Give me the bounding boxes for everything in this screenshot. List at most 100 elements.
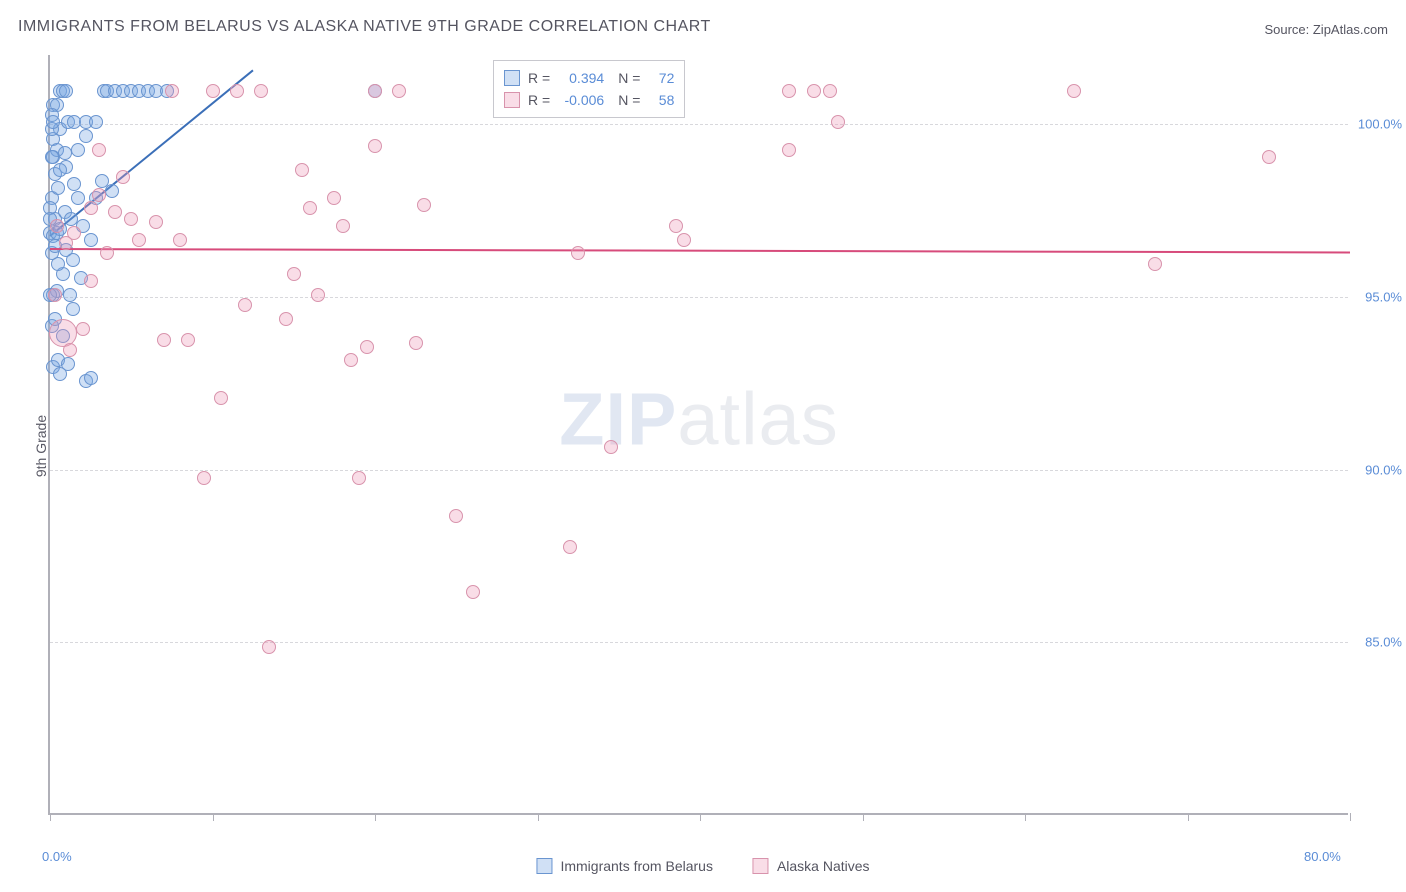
correlation-stats-box: R =0.394N =72R =-0.006N =58 [493,60,685,118]
data-point [1148,257,1162,271]
data-point [84,233,98,247]
data-point [392,84,406,98]
data-point [157,333,171,347]
data-point [262,640,276,654]
bottom-legend: Immigrants from Belarus Alaska Natives [536,858,869,874]
data-point [51,181,65,195]
data-point [206,84,220,98]
data-point [214,391,228,405]
x-tick [1188,813,1189,821]
stats-row: R =-0.006N =58 [504,89,674,111]
n-label: N = [618,89,640,111]
data-point [45,150,59,164]
data-point [105,184,119,198]
data-point [782,143,796,157]
x-tick [213,813,214,821]
x-tick [700,813,701,821]
x-tick [50,813,51,821]
data-point [677,233,691,247]
grid-line [50,470,1348,471]
data-point [311,288,325,302]
data-point [46,115,60,129]
data-point [67,226,81,240]
x-tick [538,813,539,821]
y-tick-label: 100.0% [1352,117,1402,132]
data-point [59,84,73,98]
data-point [181,333,195,347]
x-tick [1350,813,1351,821]
data-point [409,336,423,350]
data-point [84,274,98,288]
data-point [831,115,845,129]
n-label: N = [618,67,640,89]
data-point [1067,84,1081,98]
data-point [303,201,317,215]
data-point [92,143,106,157]
data-point [79,129,93,143]
data-point [100,246,114,260]
grid-line [50,642,1348,643]
data-point [823,84,837,98]
data-point [76,322,90,336]
data-point [51,257,65,271]
data-point [84,201,98,215]
legend-swatch [536,858,552,874]
data-point [108,205,122,219]
data-point [352,471,366,485]
chart-title: IMMIGRANTS FROM BELARUS VS ALASKA NATIVE… [18,18,711,36]
data-point [336,219,350,233]
data-point [279,312,293,326]
data-point [368,139,382,153]
x-tick [1025,813,1026,821]
watermark: ZIPatlas [559,376,838,461]
data-point [782,84,796,98]
data-point [197,471,211,485]
data-point [58,146,72,160]
data-point [63,288,77,302]
y-tick-label: 85.0% [1352,635,1402,650]
data-point [84,371,98,385]
data-point [1262,150,1276,164]
y-axis-label: 9th Grade [33,415,49,477]
data-point [287,267,301,281]
legend-swatch [504,70,520,86]
data-point [449,509,463,523]
data-point [66,253,80,267]
legend-item: Alaska Natives [753,858,870,874]
data-point [807,84,821,98]
n-value: 58 [648,89,674,111]
y-tick-label: 90.0% [1352,462,1402,477]
grid-line [50,124,1348,125]
data-point [149,215,163,229]
data-point [466,585,480,599]
data-point [67,177,81,191]
data-point [173,233,187,247]
data-point [327,191,341,205]
r-value: 0.394 [558,67,604,89]
watermark-bold: ZIP [559,377,677,460]
stats-row: R =0.394N =72 [504,67,674,89]
data-point [50,219,64,233]
data-point [66,302,80,316]
data-point [53,367,67,381]
data-point [571,246,585,260]
data-point [417,198,431,212]
data-point [48,288,62,302]
data-point [71,191,85,205]
data-point [53,163,67,177]
x-tick [375,813,376,821]
data-point [563,540,577,554]
data-point [604,440,618,454]
scatter-plot-area: ZIPatlas 85.0%90.0%95.0%100.0% [48,55,1348,815]
data-point [116,170,130,184]
data-point [254,84,268,98]
data-point [71,143,85,157]
data-point [92,188,106,202]
r-value: -0.006 [558,89,604,111]
legend-label: Alaska Natives [777,858,870,874]
data-point [49,319,77,347]
data-point [89,115,103,129]
watermark-rest: atlas [677,377,838,460]
data-point [132,233,146,247]
legend-label: Immigrants from Belarus [560,858,712,874]
